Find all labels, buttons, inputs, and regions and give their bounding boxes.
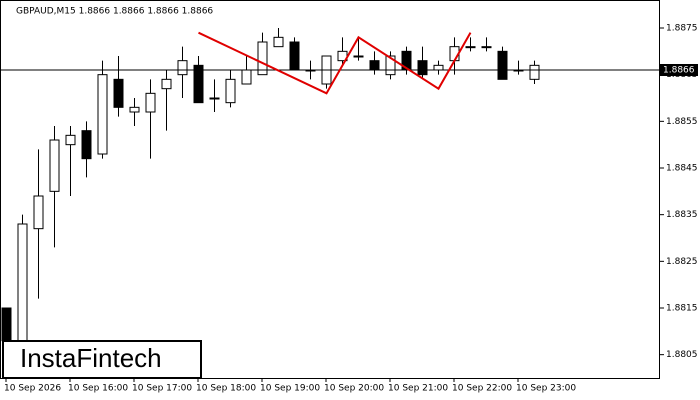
y-tick-label: 1.8845 <box>666 164 698 174</box>
candle-body <box>1 307 12 342</box>
x-tick-label: 10 Sep 17:00 <box>132 384 192 394</box>
pattern-line <box>198 31 472 95</box>
candle-body <box>177 60 188 76</box>
candle-body <box>497 50 508 80</box>
candle-body <box>129 106 140 113</box>
candle-body <box>369 60 380 71</box>
candle-body <box>209 97 220 100</box>
x-tick-label: 10 Sep 23:00 <box>516 384 576 394</box>
candle-body <box>97 74 108 155</box>
x-tick-label: 10 Sep 22:00 <box>452 384 512 394</box>
y-tick-label: 1.8875 <box>666 24 698 34</box>
candle-body <box>385 55 396 76</box>
x-tick-label: 10 Sep 19:00 <box>260 384 320 394</box>
x-tick-label: 10 Sep 16:00 <box>68 384 128 394</box>
candle-body <box>161 78 172 90</box>
candle-body <box>241 69 252 85</box>
candle-body <box>273 36 284 48</box>
candle-body <box>481 46 492 49</box>
x-tick-label: 10 Sep 21:00 <box>388 384 448 394</box>
candle-body <box>49 139 60 192</box>
last-price-label: 1.8866 <box>663 66 695 76</box>
watermark: InstaFintech <box>20 343 162 373</box>
candle-body <box>65 134 76 146</box>
y-tick-label: 1.8815 <box>666 304 698 314</box>
chart-title: GBPAUD,M15 1.8866 1.8866 1.8866 1.8866 <box>16 7 213 17</box>
y-tick-label: 1.8855 <box>666 117 698 127</box>
candle-body <box>257 41 268 76</box>
y-tick-label: 1.8835 <box>666 210 698 220</box>
candle-body <box>113 78 124 108</box>
candle-body <box>17 223 28 346</box>
candle-body <box>145 92 156 113</box>
x-tick-label: 10 Sep 20:00 <box>324 384 384 394</box>
last-price-box <box>660 64 698 76</box>
candle-body <box>433 64 444 71</box>
x-tick-label: 10 Sep 2026 <box>4 384 61 394</box>
candle-body <box>465 46 476 49</box>
candle-body <box>417 60 428 76</box>
candle-body <box>193 64 204 104</box>
y-tick-label: 1.8825 <box>666 257 698 267</box>
candle-body <box>225 78 236 104</box>
candle-body <box>289 41 300 71</box>
plot-frame <box>0 0 660 379</box>
candle-body <box>33 195 44 230</box>
y-tick-label: 1.8805 <box>666 350 698 360</box>
candle-body <box>529 64 540 80</box>
logo-box <box>2 340 202 379</box>
candle-body <box>81 130 92 160</box>
x-tick-label: 10 Sep 18:00 <box>196 384 256 394</box>
candle-body <box>353 55 364 58</box>
